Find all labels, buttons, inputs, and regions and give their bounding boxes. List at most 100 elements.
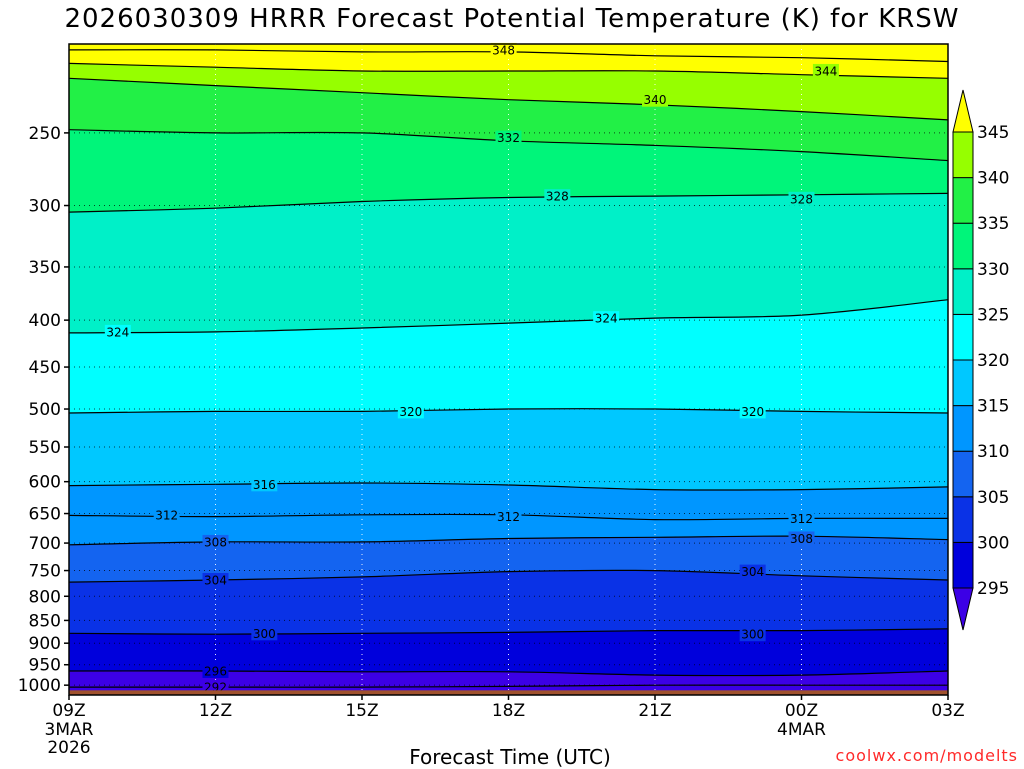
ground-layer (69, 690, 948, 695)
contour-label-bg (788, 191, 815, 206)
colorbar-segment (952, 541, 974, 589)
contour-label-bg (544, 189, 571, 204)
contour-line-320 (69, 408, 948, 414)
x-tick-sublabel: 3MAR (45, 720, 94, 740)
colorbar-tick-label: 310 (977, 442, 1009, 462)
x-tick-sublabel: 2026 (47, 738, 90, 758)
colorbar: 295 300 305 310 315 320 325 330 335 340 345 (952, 89, 1009, 631)
source-credit[interactable]: coolwx.com/modelts (835, 746, 1018, 765)
contour-label-bg (593, 311, 620, 326)
contour-label: 300 (253, 627, 276, 641)
contour-label: 320 (741, 405, 764, 419)
y-tick-label: 450 (29, 358, 61, 378)
contour-label-bg (495, 509, 522, 524)
contour-label: 328 (790, 192, 813, 206)
contour-line-324 (69, 299, 948, 334)
y-tick-label: 400 (29, 311, 61, 331)
colorbar-segment (952, 268, 974, 315)
contour-label-bg (788, 531, 815, 546)
x-tick-label: 15Z (345, 701, 378, 721)
colorbar-bottom-arrow (952, 587, 974, 631)
y-tick-label: 850 (29, 611, 61, 631)
y-tick-label: 950 (29, 656, 61, 676)
colorbar-tick-label: 320 (977, 351, 1009, 371)
colorbar-segment (952, 222, 974, 270)
grid-lines (69, 44, 948, 695)
colorbar-segment (952, 405, 974, 452)
colorbar-top-arrow (952, 89, 974, 133)
x-tick-label: 03Z (931, 701, 964, 721)
contour-label-bg (251, 626, 278, 641)
y-tick-label: 800 (29, 587, 61, 607)
contour-label-bg (812, 63, 839, 78)
contour-label-bg (739, 627, 766, 642)
y-tick-label: 250 (29, 124, 61, 144)
y-tick-label: 700 (29, 534, 61, 554)
y-tick-label: 900 (29, 634, 61, 654)
contour-line-316 (69, 482, 948, 491)
contour-label: 328 (546, 190, 569, 204)
contour-label: 324 (106, 325, 129, 339)
contour-label: 300 (741, 628, 764, 642)
y-tick-label: 650 (29, 505, 61, 525)
contour-label-bg (397, 404, 424, 419)
contour-label: 312 (497, 510, 520, 524)
contour-label-bg (104, 324, 131, 339)
colorbar-segment (952, 313, 974, 361)
y-tick-label: 600 (29, 473, 61, 493)
colorbar-tick-label: 305 (977, 488, 1009, 508)
colorbar-segment (952, 177, 974, 224)
y-tick-label: 300 (29, 197, 61, 217)
colorbar-tick-label: 325 (977, 305, 1009, 325)
contour-label: 320 (399, 405, 422, 419)
contour-label: 312 (155, 508, 178, 522)
colorbar-segment (952, 131, 974, 179)
y-tick-label: 350 (29, 258, 61, 278)
contour-label-bg (788, 511, 815, 526)
contour-label: 308 (204, 535, 227, 549)
contour-label-bg (153, 507, 180, 522)
x-tick-label: 00Z (785, 701, 818, 721)
x-axis-label: Forecast Time (UTC) (409, 745, 611, 769)
contour-label: 312 (790, 512, 813, 526)
contour-label: 304 (741, 565, 764, 579)
contour-label: 324 (595, 312, 618, 326)
contour-labels: 348 344 340 332 328 328 324 324 320 320 316 312 312 3… (104, 42, 839, 695)
y-tick-label: 500 (29, 400, 61, 420)
contour-label-bg (739, 564, 766, 579)
contour-label-bg (495, 130, 522, 145)
contour-label: 316 (253, 478, 276, 492)
contour-label: 296 (204, 664, 227, 678)
ground-fill (69, 690, 948, 695)
x-tick-label: 21Z (638, 701, 671, 721)
axes: 250 300 350 400 450 500 550 600 650 700 750 800 850 9… (18, 43, 965, 758)
y-tick-label: 750 (29, 562, 61, 582)
contour-label-bg (490, 42, 517, 57)
contour-label-bg (202, 663, 229, 678)
x-tick-label: 18Z (492, 701, 525, 721)
contour-label: 308 (790, 532, 813, 546)
colorbar-tick-label: 345 (977, 123, 1009, 143)
x-tick-sublabel: 4MAR (777, 720, 826, 740)
contour-line-344 (69, 62, 948, 79)
colorbar-segment (952, 496, 974, 543)
contour-label-bg (202, 573, 229, 588)
contour-label-bg (642, 92, 668, 107)
contour-label: 332 (497, 131, 520, 145)
colorbar-segment (952, 450, 974, 498)
colorbar-tick-label: 295 (977, 579, 1009, 599)
contour-label-bg (202, 534, 229, 549)
contour-line-340 (69, 77, 948, 121)
colorbar-tick-label: 340 (977, 169, 1009, 189)
band-fill (69, 44, 948, 62)
chart-title: 2026030309 HRRR Forecast Potential Tempe… (64, 4, 960, 34)
x-tick-label: 09Z (52, 701, 85, 721)
colorbar-segment (952, 359, 974, 407)
colorbar-tick-label: 315 (977, 397, 1009, 417)
contour-label: 340 (644, 93, 667, 107)
contour-label-bg (739, 404, 766, 419)
contour-label: 344 (814, 64, 837, 78)
contour-line-300 (69, 628, 948, 635)
contour-label: 304 (204, 574, 227, 588)
